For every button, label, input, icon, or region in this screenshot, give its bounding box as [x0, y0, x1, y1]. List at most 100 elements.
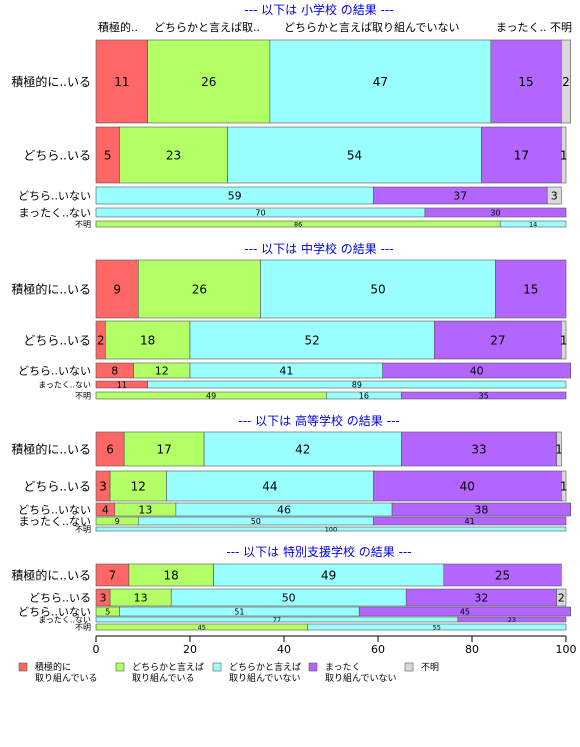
data-label: 9	[115, 517, 120, 526]
data-label: 45	[460, 607, 470, 616]
data-label: 18	[140, 333, 155, 347]
x-tick-label: 60	[371, 643, 385, 656]
bar-segment	[372, 470, 562, 502]
data-label: 52	[305, 333, 320, 347]
data-label: 32	[474, 591, 488, 604]
bar-segment	[490, 39, 562, 124]
bar-segment	[556, 588, 567, 607]
column-header-label: まったく..	[496, 21, 547, 34]
bar-segment	[401, 391, 567, 400]
bar-segment	[166, 470, 374, 502]
row-label: どちら..いない	[18, 605, 91, 618]
bar-segment	[203, 431, 402, 467]
data-label: 8	[111, 364, 118, 377]
legend-label: 取り組んでいる	[35, 672, 98, 684]
row-label: 不明	[75, 623, 91, 632]
data-label: 11	[117, 380, 127, 389]
row-label: どちら..いる	[23, 333, 91, 347]
data-label: 30	[490, 208, 500, 217]
data-label: 44	[262, 479, 277, 493]
data-label: 40	[470, 364, 484, 377]
data-label: 12	[155, 364, 169, 377]
row-label: どちら..いる	[29, 591, 91, 604]
data-label: 4	[102, 503, 109, 516]
bar-segment	[391, 502, 572, 517]
data-label: 47	[373, 75, 388, 89]
data-label: 18	[164, 568, 179, 582]
data-label: 45	[198, 623, 206, 631]
bar-segment	[95, 431, 125, 467]
bar-segment	[382, 362, 572, 379]
row-label: 積極的に..いる	[11, 74, 91, 89]
row-label: どちら..いない	[18, 503, 91, 516]
data-label: 59	[228, 189, 242, 202]
data-label: 26	[192, 282, 207, 296]
bar-segment	[307, 623, 567, 631]
bar-segment	[147, 39, 271, 124]
row-label: 不明	[75, 220, 91, 229]
data-label: 2	[97, 333, 105, 347]
bar-segment	[123, 431, 205, 467]
bar-segment	[481, 126, 562, 184]
column-header-label: 積極的..	[98, 20, 138, 34]
bar-segment	[147, 380, 567, 389]
legend-label: 取り組んでいない	[325, 672, 397, 684]
data-label: 23	[508, 616, 516, 624]
bar-segment	[189, 320, 435, 360]
data-label: 49	[321, 568, 336, 582]
column-header-label: 不明	[550, 21, 572, 34]
legend-label: 積極的に	[35, 661, 71, 673]
data-label: 50	[251, 517, 261, 526]
data-label: 15	[523, 282, 538, 296]
legend-label: まったく	[325, 662, 361, 673]
data-label: 9	[113, 282, 121, 296]
data-label: 13	[134, 591, 148, 604]
data-label: 17	[514, 148, 529, 162]
bar-segment	[227, 126, 482, 184]
data-label: 50	[370, 282, 385, 296]
bar-segment	[401, 431, 557, 467]
data-label: 5	[104, 148, 112, 162]
data-label: 1	[560, 148, 568, 162]
bar-segment	[95, 39, 149, 124]
row-label: 積極的に..いる	[11, 281, 91, 296]
legend-swatch	[18, 662, 28, 672]
bar-segment	[560, 320, 567, 360]
bar-segment	[556, 431, 562, 467]
bar-segment	[109, 470, 167, 502]
data-label: 38	[474, 503, 488, 516]
legend-label: どちらかと言えば	[132, 661, 204, 673]
bar-segment	[372, 516, 567, 526]
x-tick-label: 0	[93, 643, 100, 656]
data-label: 40	[460, 479, 475, 493]
row-label: どちら..いる	[23, 479, 91, 493]
bar-segment	[95, 259, 139, 319]
bar-segment	[457, 616, 567, 623]
bar-segment	[95, 526, 567, 532]
data-label: 15	[518, 75, 533, 89]
data-label: 37	[453, 189, 467, 202]
data-label: 6	[106, 442, 114, 456]
row-label: まったく..ない	[18, 206, 91, 219]
legend-label: 取り組んでいない	[229, 672, 301, 684]
data-label: 33	[471, 442, 486, 456]
legend-swatch	[115, 662, 125, 672]
x-tick-label: 100	[556, 643, 577, 656]
legend-label: 取り組んでいる	[132, 672, 195, 684]
data-label: 2	[562, 75, 570, 89]
bar-segment	[269, 39, 492, 124]
data-label: 5	[105, 607, 110, 616]
column-header-label: どちらかと言えば取り組んでいない	[284, 21, 459, 34]
data-label: 86	[294, 220, 302, 228]
row-label: どちら..いる	[23, 148, 91, 162]
data-label: 49	[206, 391, 216, 400]
x-tick-label: 40	[277, 643, 291, 656]
data-label: 1	[560, 333, 568, 347]
data-label: 3	[99, 479, 107, 493]
bar-segment	[560, 470, 567, 502]
legend-swatch	[212, 662, 222, 672]
panel-title: --- 以下は 中学校 の結果 ---	[244, 241, 393, 256]
bar-segment	[560, 39, 571, 124]
bar-segment	[499, 220, 567, 228]
